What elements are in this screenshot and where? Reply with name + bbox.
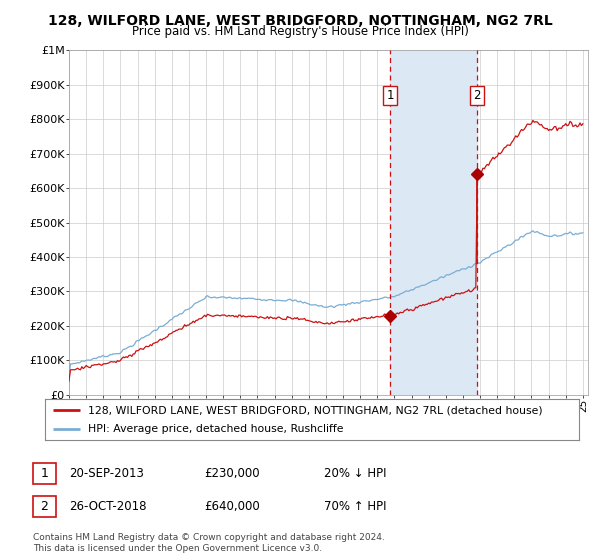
Text: 26-OCT-2018: 26-OCT-2018 bbox=[69, 500, 146, 514]
Text: 2: 2 bbox=[40, 500, 49, 514]
Text: 2: 2 bbox=[473, 88, 481, 102]
Text: Contains HM Land Registry data © Crown copyright and database right 2024.
This d: Contains HM Land Registry data © Crown c… bbox=[33, 533, 385, 553]
Text: £230,000: £230,000 bbox=[204, 466, 260, 480]
Text: 70% ↑ HPI: 70% ↑ HPI bbox=[324, 500, 386, 514]
Text: 1: 1 bbox=[40, 466, 49, 480]
Text: 128, WILFORD LANE, WEST BRIDGFORD, NOTTINGHAM, NG2 7RL (detached house): 128, WILFORD LANE, WEST BRIDGFORD, NOTTI… bbox=[88, 405, 542, 415]
Text: 128, WILFORD LANE, WEST BRIDGFORD, NOTTINGHAM, NG2 7RL: 128, WILFORD LANE, WEST BRIDGFORD, NOTTI… bbox=[47, 14, 553, 28]
Text: £640,000: £640,000 bbox=[204, 500, 260, 514]
Text: 20-SEP-2013: 20-SEP-2013 bbox=[69, 466, 144, 480]
Text: 1: 1 bbox=[386, 88, 394, 102]
Text: HPI: Average price, detached house, Rushcliffe: HPI: Average price, detached house, Rush… bbox=[88, 424, 343, 433]
Text: 20% ↓ HPI: 20% ↓ HPI bbox=[324, 466, 386, 480]
Text: Price paid vs. HM Land Registry's House Price Index (HPI): Price paid vs. HM Land Registry's House … bbox=[131, 25, 469, 38]
Bar bbox=[390, 50, 477, 395]
